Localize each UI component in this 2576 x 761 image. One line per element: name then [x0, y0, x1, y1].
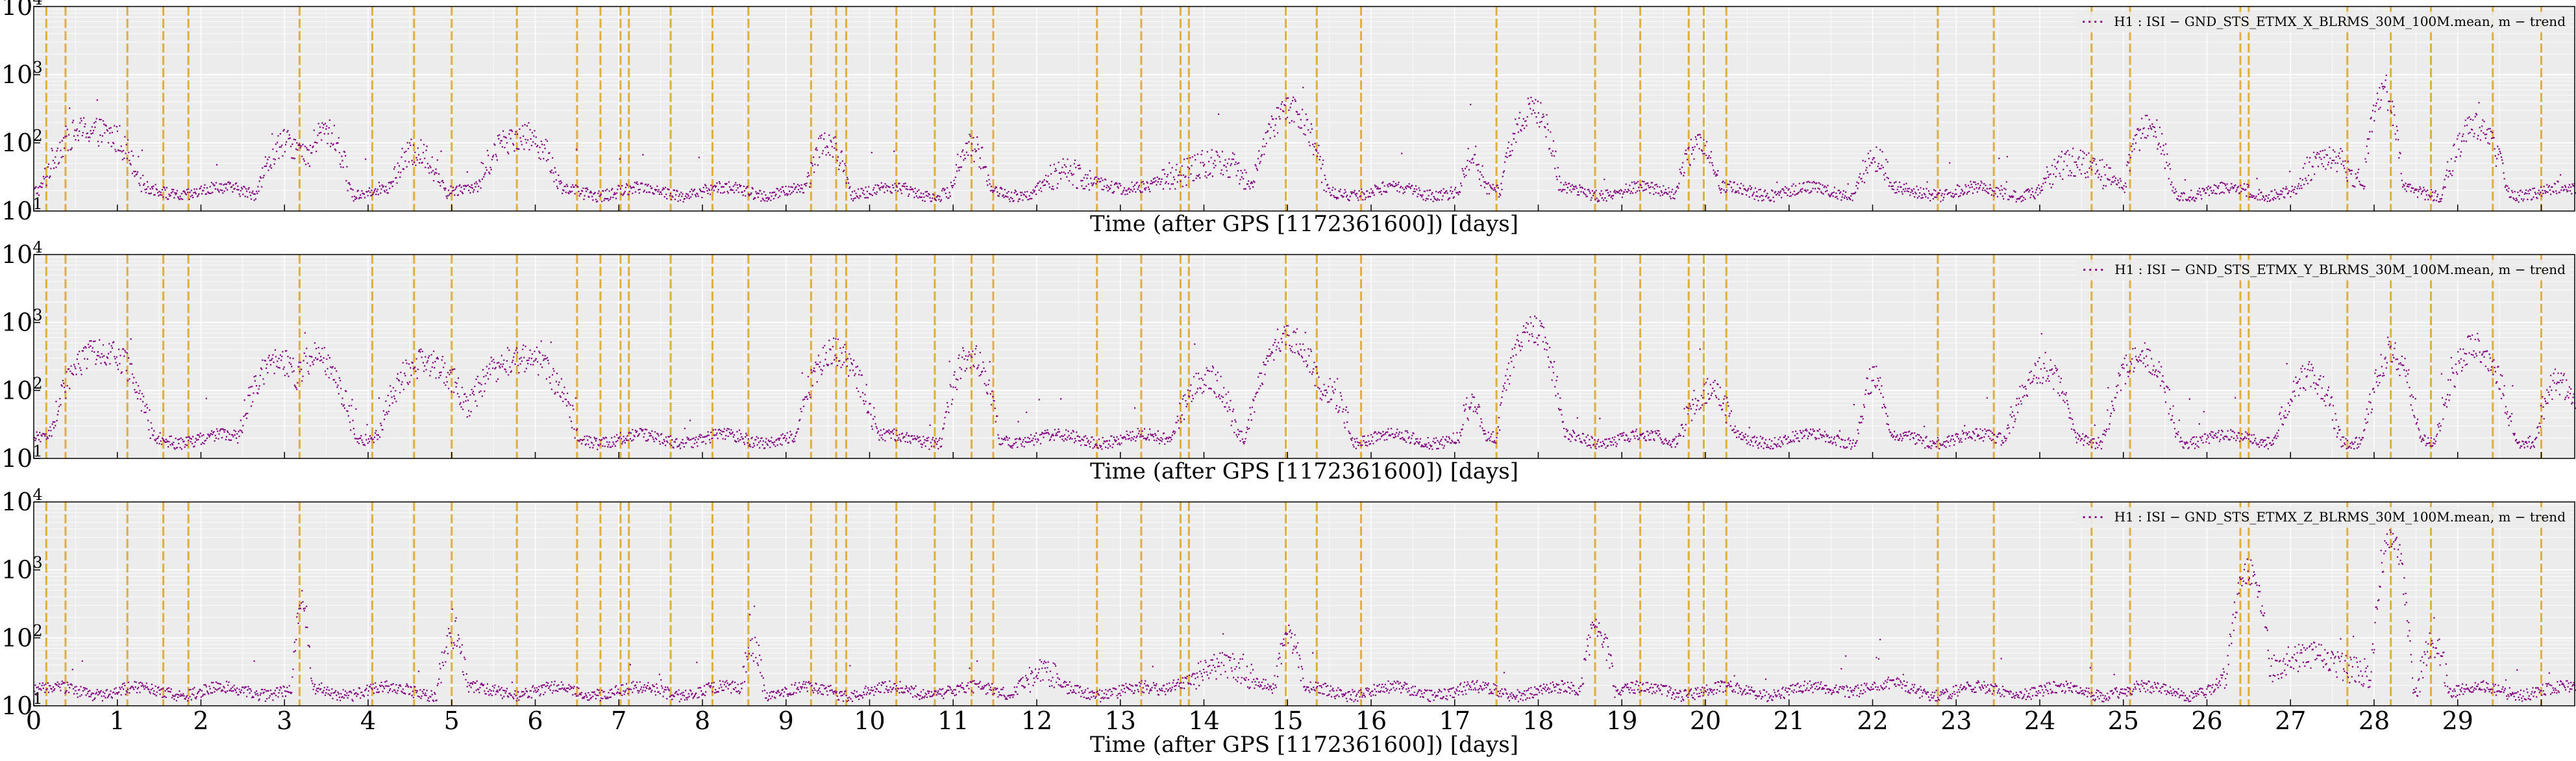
legend: H1 : ISI − GND_STS_ETMX_Z_BLRMS_30M_100M… — [2075, 507, 2570, 528]
legend-marker — [2089, 269, 2092, 271]
plot-area — [34, 6, 2575, 211]
y-tick-label: 102 — [1, 127, 43, 157]
legend: H1 : ISI − GND_STS_ETMX_Y_BLRMS_30M_100M… — [2075, 260, 2570, 281]
legend-marker — [2094, 516, 2097, 518]
x-tick-label: 25 — [2108, 706, 2139, 735]
plot-frame — [33, 254, 2575, 459]
y-tick-label: 103 — [1, 58, 43, 89]
x-tick-label: 27 — [2275, 706, 2306, 735]
x-tick-label: 5 — [444, 706, 460, 735]
x-tick-label: 14 — [1188, 706, 1219, 735]
legend-entry: H1 : ISI − GND_STS_ETMX_Y_BLRMS_30M_100M… — [2114, 262, 2566, 277]
plot-frame — [33, 501, 2575, 706]
y-tick-label: 103 — [1, 554, 43, 584]
x-tick-label: 4 — [360, 706, 376, 735]
x-tick-label: 19 — [1606, 706, 1637, 735]
x-tick-label: 21 — [1774, 706, 1805, 735]
panel-2: 101 102 103 104 Time (after GPS [1172361600]… — [1, 238, 2576, 484]
plot-area — [34, 502, 2575, 706]
legend-marker — [2095, 269, 2098, 271]
legend-marker — [2083, 516, 2085, 518]
x-tick-label: 28 — [2359, 706, 2390, 735]
y-tick-label: 104 — [1, 238, 43, 269]
x-tick-label: 13 — [1105, 706, 1136, 735]
x-tick-label: 3 — [277, 706, 292, 735]
legend-marker — [2088, 516, 2091, 518]
y-tick-label: 104 — [1, 486, 43, 516]
x-tick-label: 18 — [1522, 706, 1554, 735]
x-tick-label: 9 — [778, 706, 794, 735]
x-tick-label: 0 — [26, 706, 42, 735]
x-tick-label: 11 — [937, 706, 969, 735]
event-lines — [45, 502, 2542, 706]
legend-entry: H1 : ISI − GND_STS_ETMX_Z_BLRMS_30M_100M… — [2114, 509, 2566, 525]
x-tick-label: 24 — [2024, 706, 2055, 735]
x-tick-label: 23 — [1940, 706, 1972, 735]
x-axis-label: Time (after GPS [1172361600]) [days] — [1090, 458, 1518, 484]
legend: H1 : ISI − GND_STS_ETMX_X_BLRMS_30M_100M… — [2075, 12, 2570, 32]
y-tick-label: 104 — [1, 0, 43, 21]
x-tick-label: 1 — [110, 706, 125, 735]
y-tick-label: 101 — [1, 690, 43, 720]
legend-marker — [2083, 21, 2085, 23]
plot-area — [34, 255, 2575, 458]
x-tick-label: 6 — [527, 706, 543, 735]
legend-marker — [2083, 269, 2086, 271]
y-tick-label: 101 — [1, 195, 43, 225]
x-tick-label: 29 — [2442, 706, 2473, 735]
y-tick-label: 102 — [1, 621, 43, 652]
x-tick-label: 12 — [1021, 706, 1052, 735]
x-tick-label: 22 — [1857, 706, 1888, 735]
y-tick-label: 102 — [1, 374, 43, 405]
x-tick-label: 10 — [854, 706, 885, 735]
plot-frame — [33, 6, 2575, 212]
x-tick-label: 16 — [1356, 706, 1387, 735]
x-tick-label: 15 — [1272, 706, 1303, 735]
x-tick-label: 7 — [611, 706, 626, 735]
x-tick-label: 8 — [695, 706, 710, 735]
event-lines — [45, 6, 2542, 211]
x-tick-label: 20 — [1690, 706, 1721, 735]
x-axis-label: Time (after GPS [1172361600]) [days] — [1090, 732, 1518, 758]
legend-entry: H1 : ISI − GND_STS_ETMX_X_BLRMS_30M_100M… — [2114, 14, 2566, 29]
y-tick-label: 101 — [1, 442, 43, 473]
legend-marker — [2100, 516, 2103, 518]
x-tick-label: 17 — [1439, 706, 1470, 735]
legend-marker — [2088, 21, 2091, 23]
x-tick-label: 2 — [193, 706, 208, 735]
x-axis-label: Time (after GPS [1172361600]) [days] — [1090, 211, 1518, 237]
panel-1: 101 102 103 104 Time (after GPS [1172361600]… — [1, 0, 2576, 237]
legend-marker — [2094, 21, 2097, 23]
legend-marker — [2101, 269, 2103, 271]
legend-marker — [2100, 21, 2103, 23]
grid — [33, 254, 2575, 459]
y-tick-label: 103 — [1, 306, 43, 337]
x-tick-label: 26 — [2191, 706, 2222, 735]
